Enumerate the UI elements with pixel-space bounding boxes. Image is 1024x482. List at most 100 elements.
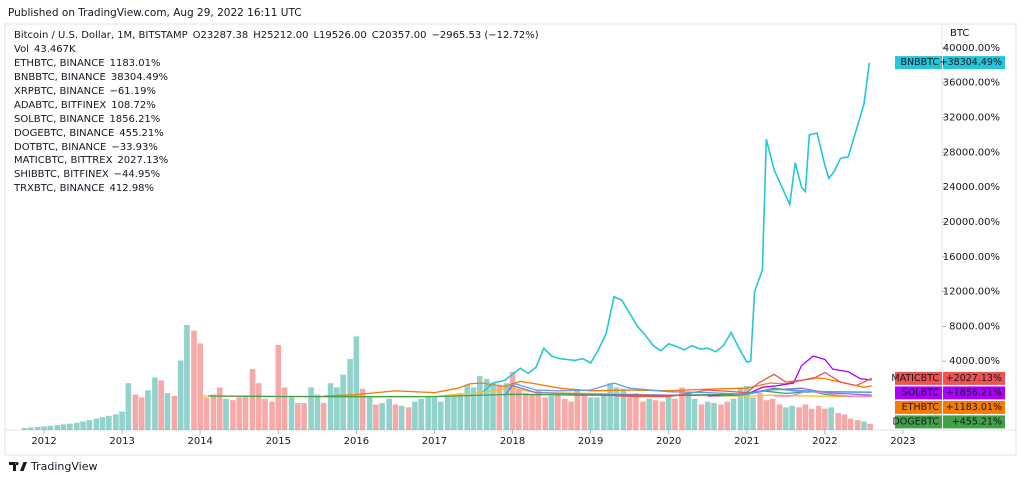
volume-bar: [314, 394, 321, 430]
volume-bar: [724, 401, 731, 430]
volume-bar: [828, 407, 834, 430]
volume-bar: [34, 426, 41, 430]
symbol-name: Bitcoin / U.S. Dollar, 1M, BITSTAMP: [14, 30, 188, 41]
volume-bar: [757, 393, 763, 430]
volume-layer: [21, 325, 873, 430]
volume-bar: [867, 423, 873, 430]
volume-bar: [665, 397, 672, 430]
volume-bar: [54, 425, 61, 430]
volume-bar: [249, 368, 256, 430]
volume-bar: [737, 387, 744, 430]
x-tick-label: 2014: [187, 436, 212, 447]
series-line: [480, 62, 871, 394]
volume-bar: [535, 390, 542, 430]
legend-value: 412.98%: [110, 183, 155, 194]
volume-bar: [113, 414, 119, 430]
x-tick-label: 2017: [422, 436, 447, 447]
volume-bar: [177, 360, 184, 430]
x-tick-label: 2013: [109, 436, 134, 447]
series-layer: [200, 62, 872, 398]
volume-bar: [119, 411, 125, 430]
volume-label: Vol: [14, 44, 29, 55]
legend: Bitcoin / U.S. Dollar, 1M, BITSTAMP O2328…: [13, 30, 539, 194]
x-tick-label: 2023: [890, 436, 915, 447]
volume-bar: [27, 427, 34, 430]
volume-bar: [191, 330, 197, 430]
volume-bar: [808, 408, 815, 430]
volume-bar: [125, 383, 132, 430]
volume-bar: [21, 428, 28, 430]
volume-bar: [255, 383, 262, 430]
legend-value: 2027.13%: [117, 155, 168, 166]
volume-bar: [587, 397, 594, 430]
volume-bar: [164, 393, 171, 430]
volume-bar: [203, 397, 210, 430]
volume-bar: [652, 400, 659, 430]
volume-bar: [425, 395, 432, 430]
volume-bar: [529, 394, 535, 430]
volume-bar: [451, 394, 457, 430]
volume-bar: [152, 377, 158, 430]
volume-bar: [106, 415, 112, 430]
y-tick-label: 20000.00%: [943, 217, 1000, 228]
volume-bar: [320, 403, 327, 430]
volume-bar: [327, 383, 334, 430]
volume-bar: [633, 393, 639, 430]
tag-value: +1856.21%: [946, 387, 1002, 398]
volume-bar: [698, 404, 705, 430]
volume-bar: [398, 405, 405, 430]
legend-value: 108.72%: [111, 100, 156, 111]
volume-bar: [730, 398, 737, 430]
volume-bar: [457, 393, 464, 430]
volume-bar: [483, 378, 490, 430]
volume-bar: [210, 394, 217, 430]
volume-bar: [523, 393, 529, 430]
axis-layer: 4000.00% 8000.00% 12000.00% 16000.00% 20000.…: [31, 43, 1000, 447]
volume-bar: [392, 404, 399, 430]
volume-bar: [646, 398, 652, 430]
tag-name-box: [895, 371, 942, 385]
volume-bar: [691, 398, 698, 430]
tag-value-box: [943, 371, 1005, 385]
volume-bar: [802, 404, 809, 430]
tag-value: +455.21%: [952, 416, 1002, 427]
legend-value: 455.21%: [119, 128, 164, 139]
x-tick-label: 2016: [344, 436, 369, 447]
symbol-stat: L19526.00: [313, 30, 366, 41]
y-tick-label: 24000.00%: [943, 182, 1000, 193]
series-line: [616, 371, 872, 398]
x-tick-label: 2012: [31, 436, 56, 447]
volume-bar: [275, 344, 282, 430]
volume-bar: [847, 418, 854, 430]
volume-bar: [418, 398, 424, 430]
volume-bar: [769, 398, 776, 430]
x-tick-label: 2020: [656, 436, 681, 447]
y-tick-label: 40000.00%: [943, 43, 1000, 54]
volume-bar: [138, 397, 145, 430]
tag-value-box: [943, 400, 1005, 414]
volume-bar: [230, 400, 236, 430]
legend-value: 1856.21%: [109, 114, 160, 125]
volume-bar: [594, 397, 600, 430]
volume-bar: [80, 421, 86, 430]
volume-bar: [216, 387, 223, 430]
y-tick-label: 32000.00%: [943, 112, 1000, 123]
volume-bar: [74, 422, 80, 430]
x-tick-label: 2022: [812, 436, 837, 447]
legend-value: 1183.01%: [110, 58, 161, 69]
volume-bar: [67, 423, 73, 430]
volume-bar: [542, 397, 549, 430]
volume-bar: [613, 387, 620, 430]
volume-bar: [301, 403, 307, 430]
volume-bar: [620, 388, 627, 430]
series-line: [504, 382, 872, 397]
y-tick-label: 36000.00%: [943, 78, 1000, 89]
volume-bar: [607, 383, 613, 430]
volume-bar: [359, 388, 366, 430]
volume-bar: [763, 400, 770, 430]
volume-bar: [640, 401, 646, 430]
volume-bar: [86, 420, 93, 430]
volume-bar: [223, 398, 229, 430]
tag-value: +2027.13%: [946, 373, 1002, 384]
volume-bar: [685, 391, 692, 430]
